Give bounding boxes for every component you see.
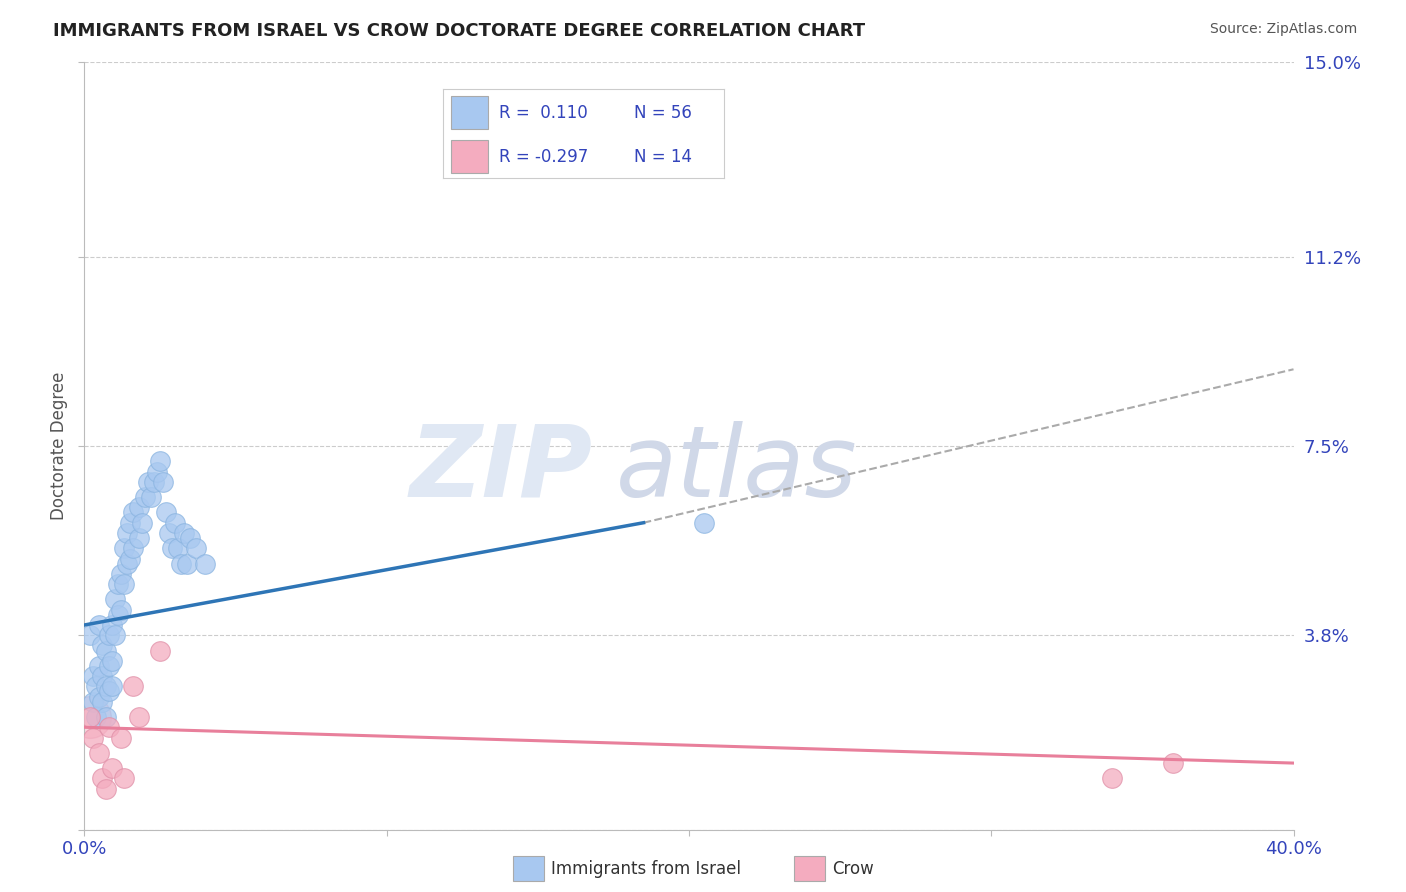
Point (115, 557, 138, 571)
Point (100, 679, 122, 693)
Point (1101, 772, 1123, 786)
Point (173, 525, 195, 540)
Point (89, 618, 111, 632)
Point (165, 516, 187, 530)
Point (693, 516, 716, 530)
Point (134, 490, 156, 504)
Text: R =  0.110: R = 0.110 (499, 104, 588, 122)
FancyBboxPatch shape (451, 96, 488, 129)
Point (112, 772, 135, 786)
Text: ZIP: ZIP (409, 420, 592, 517)
Point (79, 710, 101, 724)
Point (110, 566, 132, 581)
Point (149, 643, 172, 657)
Point (82, 731, 104, 745)
Point (121, 541, 143, 556)
Point (176, 557, 198, 571)
Point (115, 525, 138, 540)
Point (91, 772, 114, 786)
Point (136, 475, 159, 489)
Point (97, 720, 120, 734)
Point (128, 710, 150, 724)
Point (110, 602, 132, 616)
Point (186, 541, 208, 556)
Point (179, 531, 201, 545)
Point (146, 465, 169, 479)
Point (157, 525, 180, 540)
Point (112, 577, 135, 591)
Text: Crow: Crow (832, 860, 875, 878)
Text: IMMIGRANTS FROM ISRAEL VS CROW DOCTORATE DEGREE CORRELATION CHART: IMMIGRANTS FROM ISRAEL VS CROW DOCTORATE… (53, 22, 866, 40)
Text: N = 14: N = 14 (634, 148, 692, 166)
Point (79, 710, 101, 724)
Point (128, 531, 150, 545)
Point (107, 607, 129, 622)
Point (142, 475, 165, 489)
Point (139, 490, 162, 504)
Point (94, 679, 117, 693)
Point (155, 506, 177, 520)
Point (104, 628, 127, 642)
Point (121, 506, 143, 520)
Point (167, 541, 190, 556)
Point (1161, 756, 1184, 770)
Point (131, 516, 153, 530)
Point (97, 628, 120, 642)
Point (82, 695, 104, 709)
Point (194, 557, 217, 571)
Point (91, 639, 114, 653)
Point (149, 454, 172, 468)
Point (89, 746, 111, 760)
Point (89, 659, 111, 673)
Point (79, 628, 101, 642)
Point (94, 710, 117, 724)
Point (107, 577, 129, 591)
Text: atlas: atlas (616, 420, 858, 517)
Point (97, 659, 120, 673)
Point (94, 781, 117, 796)
Point (97, 684, 120, 698)
Point (128, 500, 150, 515)
Point (170, 557, 193, 571)
Point (121, 679, 143, 693)
Point (100, 761, 122, 775)
Text: Immigrants from Israel: Immigrants from Israel (551, 860, 741, 878)
Y-axis label: Doctorate Degree: Doctorate Degree (49, 372, 67, 520)
Point (91, 669, 114, 683)
Point (100, 618, 122, 632)
Point (104, 592, 127, 607)
Point (86, 679, 108, 693)
Point (152, 475, 174, 489)
Point (112, 541, 135, 556)
FancyBboxPatch shape (451, 140, 488, 173)
Point (94, 643, 117, 657)
Point (118, 551, 141, 566)
Text: R = -0.297: R = -0.297 (499, 148, 588, 166)
Point (91, 695, 114, 709)
Text: Source: ZipAtlas.com: Source: ZipAtlas.com (1209, 22, 1357, 37)
Point (100, 654, 122, 668)
Text: N = 56: N = 56 (634, 104, 692, 122)
Point (160, 541, 183, 556)
Point (110, 731, 132, 745)
Point (82, 669, 104, 683)
Point (86, 710, 108, 724)
Point (118, 516, 141, 530)
Point (89, 690, 111, 704)
